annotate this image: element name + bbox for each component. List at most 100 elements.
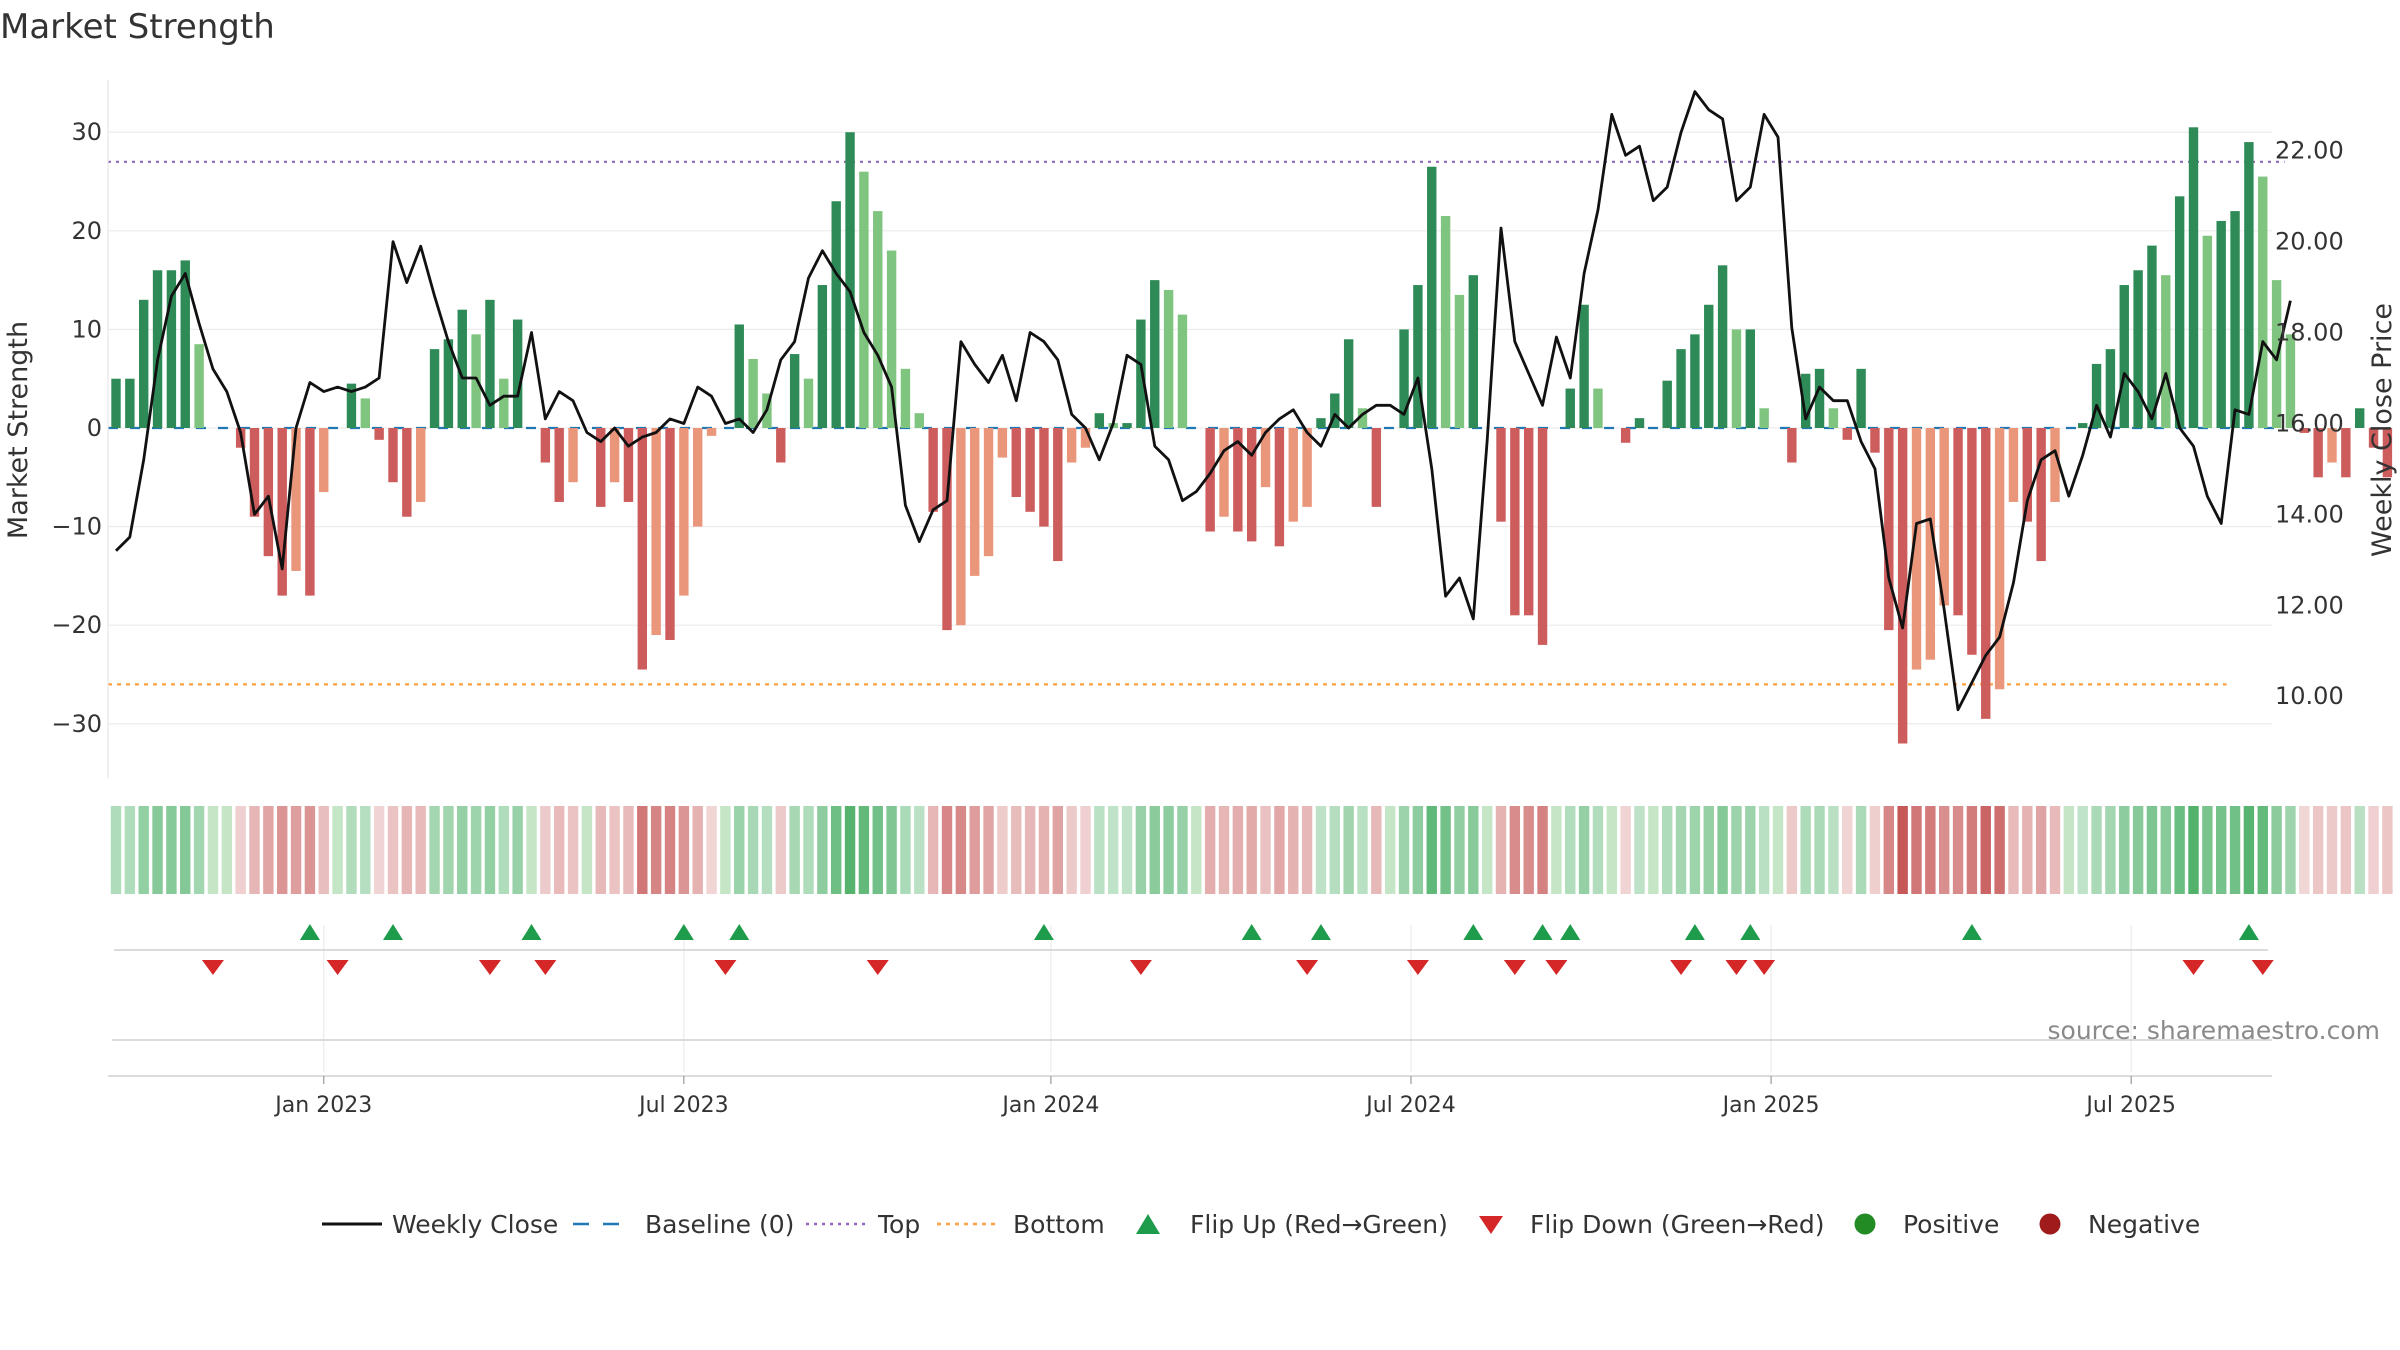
strength-bar [457,309,467,428]
strength-bar [2036,428,2046,562]
heat-cell [747,806,759,894]
heat-cell [1329,806,1340,894]
strength-bar [776,428,786,463]
legend-negative-dot-icon [2039,1213,2061,1235]
strength-bar [873,211,883,428]
strength-bar [2147,245,2157,428]
heat-cell [1966,806,1978,894]
heat-cell [2368,806,2379,894]
strength-bar [111,378,121,428]
strength-bar [2119,285,2129,428]
heat-cell [1426,806,1437,894]
heat-cell [360,806,371,894]
heat-cell [2091,806,2102,894]
strength-bar [540,428,551,463]
heat-cell [1786,806,1798,894]
flip-up-marker [1310,924,1331,940]
heat-cell [207,806,219,894]
flip-up-marker [2238,924,2259,940]
heat-cell [941,806,953,894]
heat-cell [1758,806,1770,894]
heat-cell [1371,806,1382,894]
strength-bar [1066,428,1077,463]
strength-bar [983,428,994,557]
heat-cell [567,806,579,894]
strength-bar [2202,235,2213,428]
heat-cell [2132,806,2144,894]
heat-cell [706,806,717,894]
strength-bar [429,349,440,428]
heat-cell [2299,806,2310,894]
legend-label: Top [877,1210,920,1239]
heat-cell [1135,806,1147,894]
strength-bar [2161,275,2171,428]
heat-cell [290,806,302,894]
flip-down-marker [1296,960,1319,975]
strength-bar [180,260,190,428]
strength-bar [651,428,661,636]
strength-bar [1413,285,1423,428]
flip-down-marker [1503,960,1526,975]
left-tick-label: 10 [71,315,102,343]
heat-cell [304,806,316,894]
heat-cell [955,806,967,894]
heat-cell [1495,806,1507,894]
strength-bar [596,428,606,507]
left-tick-label: 0 [87,414,102,442]
x-tick-label: Jan 2023 [273,1093,372,1118]
heat-cell [775,806,786,894]
heat-cell [2022,806,2033,894]
legend-item: Bottom [937,1210,1105,1239]
strength-bar [2285,334,2296,428]
strength-bar [956,428,966,626]
axes: 30 20 10 0 −10 −20 −30 22.00 20.00 18.00 16.00 14.0… [51,80,2344,1118]
strength-bar [152,270,163,428]
heat-cell [858,806,870,894]
legend-item: Top [806,1210,920,1239]
legend-item: Flip Down (Green→Red) [1479,1210,1825,1239]
strength-bar [1025,428,1035,512]
heat-cell [1855,806,1867,894]
heat-cell [1260,806,1271,894]
heat-cell [1163,806,1174,894]
heat-cell [1911,806,1922,894]
heat-cell [1398,806,1410,894]
legend-positive-dot-icon [1854,1213,1876,1235]
strength-bar [1330,393,1340,428]
heat-cell [623,806,634,894]
strength-bar [2091,363,2102,428]
legend-label: Positive [1903,1210,1999,1239]
heat-cell [249,806,260,894]
strength-bar [1468,275,1478,428]
heat-cell [401,806,413,894]
heat-cell [1038,806,1050,894]
flip-up-marker [299,924,320,940]
heat-cell [886,806,897,894]
legend-item: Flip Up (Red→Green) [1136,1210,1448,1239]
heat-cell [1883,806,1894,894]
strength-bar [942,428,952,631]
heat-cell [2119,806,2130,894]
strength-bar [1801,373,1811,428]
x-tick-label: Jan 2025 [1721,1093,1820,1118]
heat-cell [138,806,149,894]
heat-cell [1717,806,1728,894]
flip-down-marker [1545,960,1568,975]
strength-bar [2299,428,2309,433]
heat-cell [1204,806,1216,894]
heat-cell [1357,806,1368,894]
heat-cell [1606,806,1617,894]
strength-bar [1011,428,1021,498]
strength-bar [928,428,938,512]
heat-cell [512,806,523,894]
heat-cell [1066,806,1077,894]
heat-cell [2326,806,2338,894]
heat-cell [1939,806,1950,894]
right-tick-label: 22.00 [2275,137,2344,165]
flip-down-marker [478,960,501,975]
heat-cell [2202,806,2213,894]
heat-cell [2216,806,2227,894]
flip-markers [114,924,2274,975]
heat-cell [1288,806,1299,894]
heat-cell [1578,806,1590,894]
